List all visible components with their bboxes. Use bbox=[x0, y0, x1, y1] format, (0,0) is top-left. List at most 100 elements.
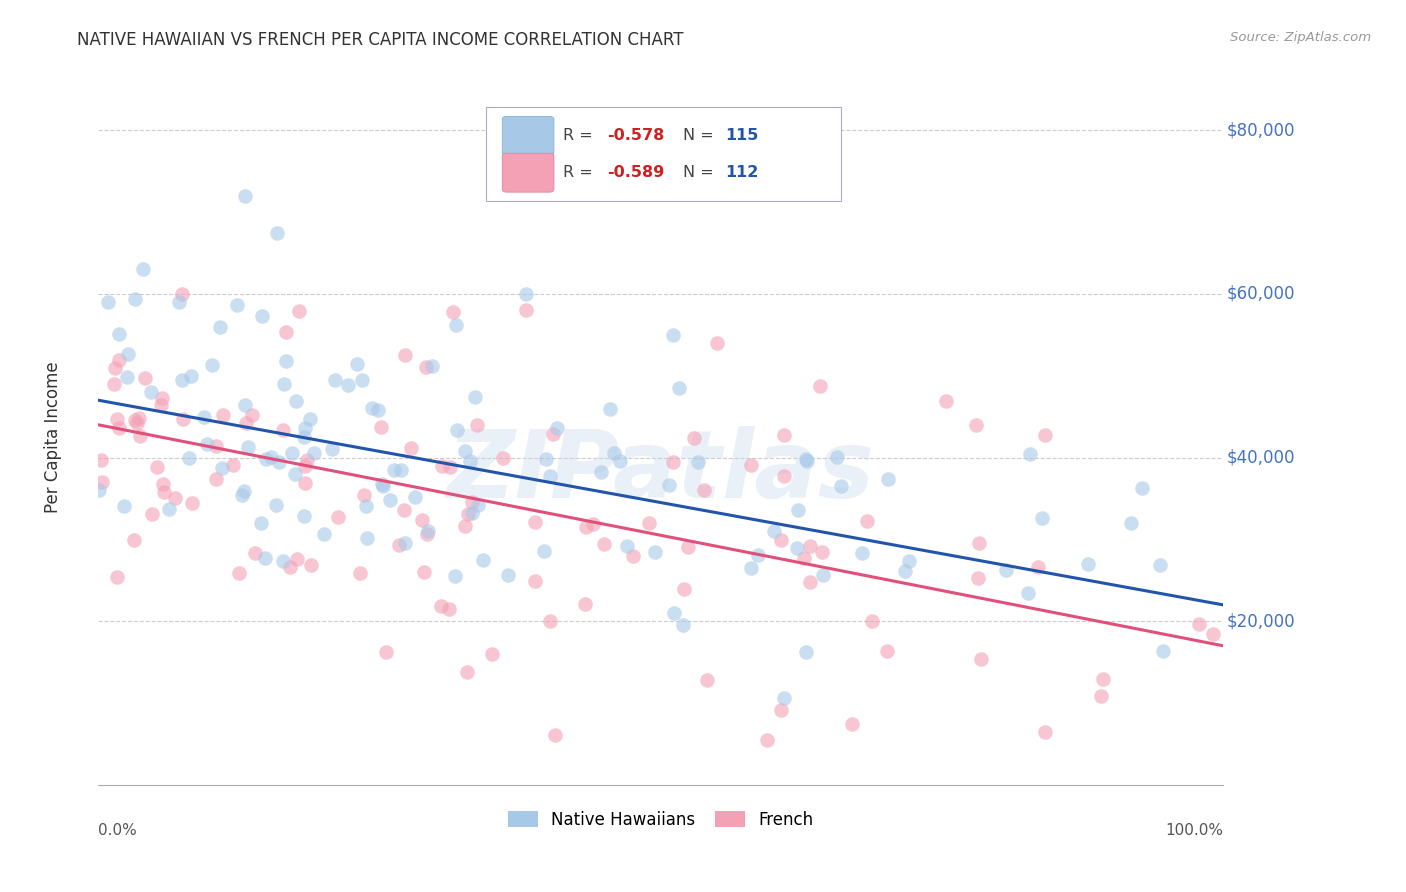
Point bbox=[361, 401, 384, 415]
Point bbox=[770, 533, 793, 547]
Point bbox=[108, 421, 131, 435]
Text: 0.0%: 0.0% bbox=[98, 823, 138, 838]
Point bbox=[496, 567, 519, 582]
Point bbox=[266, 226, 288, 240]
Point bbox=[211, 461, 233, 475]
Point bbox=[295, 453, 318, 467]
Text: 112: 112 bbox=[725, 165, 758, 180]
Point bbox=[1019, 447, 1042, 461]
Point bbox=[1092, 672, 1115, 686]
Point bbox=[877, 472, 900, 486]
Point bbox=[995, 563, 1018, 577]
Point bbox=[416, 526, 439, 541]
Point bbox=[105, 570, 128, 584]
Point bbox=[454, 519, 477, 533]
Point bbox=[373, 479, 395, 493]
Point bbox=[662, 327, 685, 342]
Point bbox=[492, 450, 515, 465]
Point bbox=[134, 371, 156, 385]
Point bbox=[740, 458, 762, 472]
Point bbox=[245, 546, 267, 560]
Point bbox=[235, 416, 257, 430]
Point bbox=[170, 286, 193, 301]
Point bbox=[108, 353, 131, 368]
Point bbox=[370, 477, 392, 491]
Point bbox=[254, 451, 277, 466]
Point bbox=[299, 558, 322, 572]
Point bbox=[294, 458, 316, 473]
Point bbox=[204, 439, 226, 453]
Point bbox=[1152, 643, 1174, 657]
Point bbox=[481, 647, 503, 661]
Text: 115: 115 bbox=[725, 128, 758, 144]
Point bbox=[967, 536, 990, 550]
Point bbox=[444, 569, 467, 583]
Point bbox=[770, 703, 793, 717]
Point bbox=[856, 514, 879, 528]
Point bbox=[382, 462, 405, 476]
Text: Per Capita Income: Per Capita Income bbox=[45, 361, 62, 513]
Point bbox=[112, 499, 135, 513]
Point bbox=[337, 378, 360, 392]
Point bbox=[534, 451, 557, 466]
Point bbox=[253, 550, 276, 565]
Point bbox=[181, 496, 204, 510]
Point bbox=[740, 561, 762, 575]
Point bbox=[472, 553, 495, 567]
Point bbox=[380, 492, 402, 507]
Point bbox=[211, 408, 233, 422]
Point bbox=[284, 467, 307, 482]
Point bbox=[860, 614, 883, 628]
Point bbox=[672, 617, 695, 632]
Point bbox=[1017, 586, 1039, 600]
Point bbox=[1033, 724, 1056, 739]
Point bbox=[222, 458, 245, 472]
Point bbox=[321, 442, 343, 457]
Point bbox=[441, 304, 464, 318]
Point bbox=[399, 441, 422, 455]
Point bbox=[172, 373, 194, 387]
Point bbox=[464, 390, 486, 404]
Point bbox=[413, 565, 436, 579]
Point bbox=[772, 427, 794, 442]
Point bbox=[799, 575, 821, 590]
Point bbox=[115, 370, 138, 384]
Point bbox=[150, 391, 173, 405]
Point bbox=[876, 644, 898, 658]
Point bbox=[273, 377, 295, 392]
Point bbox=[457, 508, 479, 522]
Point bbox=[683, 431, 706, 445]
Point bbox=[276, 354, 298, 368]
Point bbox=[294, 421, 316, 435]
Point bbox=[794, 451, 817, 466]
Point bbox=[90, 475, 112, 489]
Point bbox=[574, 598, 596, 612]
Point bbox=[411, 513, 433, 527]
Point bbox=[1188, 617, 1211, 632]
Text: -0.578: -0.578 bbox=[607, 128, 664, 144]
Point bbox=[97, 295, 120, 310]
Text: R =: R = bbox=[562, 128, 598, 144]
Text: N =: N = bbox=[683, 165, 720, 180]
Point bbox=[1077, 557, 1099, 571]
Point bbox=[231, 488, 253, 502]
Point bbox=[350, 373, 373, 387]
Point bbox=[965, 417, 987, 432]
Point bbox=[794, 645, 817, 659]
Point bbox=[830, 479, 852, 493]
Point bbox=[152, 485, 174, 500]
Point bbox=[299, 411, 322, 425]
Point bbox=[461, 507, 484, 521]
Point bbox=[349, 566, 371, 580]
Point bbox=[796, 454, 818, 468]
Point bbox=[657, 478, 679, 492]
FancyBboxPatch shape bbox=[502, 153, 554, 192]
Point bbox=[543, 426, 565, 441]
Point bbox=[375, 644, 398, 658]
Point bbox=[389, 463, 412, 477]
Point bbox=[523, 574, 546, 589]
Point bbox=[454, 443, 477, 458]
Point bbox=[274, 325, 297, 339]
Point bbox=[1132, 481, 1154, 495]
Point bbox=[271, 554, 294, 568]
